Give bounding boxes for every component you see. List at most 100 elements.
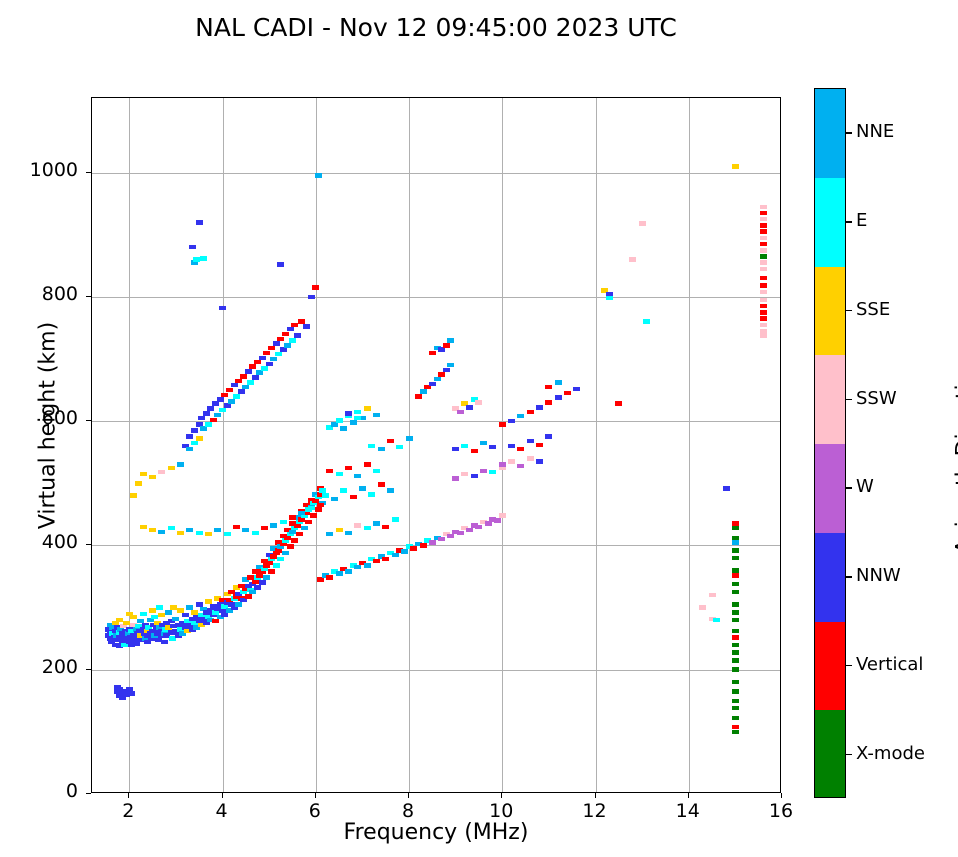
echo-point: [461, 401, 469, 406]
echo-point: [267, 345, 275, 351]
echo-point: [321, 493, 329, 498]
echo-point: [109, 625, 117, 630]
echo-point: [240, 597, 248, 603]
echo-point: [167, 618, 175, 624]
echo-point: [216, 397, 224, 402]
x-axis-tick: [594, 793, 596, 798]
y-axis-tick-label: 400: [41, 531, 78, 554]
echo-point: [136, 628, 144, 634]
x-axis-tick: [408, 793, 410, 798]
echo-point: [128, 628, 136, 634]
echo-point: [274, 351, 282, 357]
echo-point: [382, 524, 390, 530]
echo-point: [731, 540, 739, 545]
gridline-vertical: [222, 98, 224, 792]
echo-point: [184, 618, 192, 624]
echo-point: [456, 530, 464, 536]
echo-point: [759, 310, 767, 315]
echo-point: [221, 604, 229, 609]
echo-point: [270, 523, 278, 528]
echo-point: [191, 620, 199, 626]
echo-point: [163, 633, 171, 638]
colorbar-segment-e[interactable]: [815, 177, 845, 267]
echo-point: [731, 568, 739, 573]
echo-point: [316, 486, 324, 491]
echo-point: [212, 618, 220, 624]
echo-point: [214, 412, 222, 418]
colorbar-segment-sse[interactable]: [815, 266, 845, 356]
echo-point: [452, 476, 460, 481]
x-axis-tick: [781, 793, 782, 798]
echo-point: [118, 639, 126, 644]
echo-point: [302, 502, 310, 508]
echo-point: [233, 585, 241, 590]
echo-point: [249, 364, 257, 369]
echo-point: [202, 411, 210, 416]
echo-point: [251, 375, 259, 380]
colorbar[interactable]: [814, 88, 846, 798]
echo-point: [198, 622, 206, 628]
echo-point: [759, 235, 767, 241]
echo-point: [480, 440, 488, 446]
echo-point: [731, 679, 739, 685]
echo-point: [233, 594, 241, 599]
echo-point: [168, 636, 176, 641]
echo-point: [480, 468, 488, 474]
echo-point: [221, 612, 229, 618]
echo-point: [759, 333, 767, 338]
echo-point: [335, 527, 343, 533]
y-axis-tick: [86, 420, 91, 422]
echo-point: [288, 529, 296, 534]
echo-point: [759, 229, 767, 234]
echo-point: [272, 550, 280, 556]
echo-point: [731, 525, 739, 531]
echo-point: [223, 531, 231, 537]
y-axis-tick: [86, 668, 91, 670]
echo-point: [759, 204, 767, 209]
echo-point: [181, 625, 189, 630]
colorbar-segment-nne[interactable]: [815, 89, 845, 179]
echo-point: [125, 687, 133, 692]
echo-point: [731, 628, 739, 634]
echo-point: [111, 620, 119, 626]
echo-point: [167, 630, 175, 635]
colorbar-segment-nnw[interactable]: [815, 532, 845, 622]
echo-point: [261, 558, 268, 564]
echo-point: [177, 627, 185, 632]
echo-point: [195, 422, 203, 427]
echo-point: [293, 333, 301, 338]
colorbar-tick-label-w: W: [856, 476, 874, 498]
echo-point: [153, 631, 161, 636]
echo-point: [731, 724, 739, 730]
plot-area[interactable]: [91, 97, 781, 793]
echo-point: [433, 376, 441, 382]
echo-point: [226, 608, 234, 613]
echo-point: [139, 611, 147, 617]
echo-point: [145, 625, 153, 630]
x-axis-tick-label: 6: [308, 800, 321, 822]
echo-point: [335, 418, 343, 424]
echo-point: [340, 566, 348, 572]
echo-point: [184, 628, 192, 634]
echo-point: [731, 658, 739, 663]
echo-point: [117, 627, 125, 632]
echo-point: [312, 498, 320, 503]
colorbar-segment-vertical[interactable]: [815, 621, 845, 711]
echo-point: [326, 531, 334, 537]
echo-point: [545, 384, 553, 390]
colorbar-tick: [846, 309, 852, 312]
echo-point: [150, 622, 158, 628]
echo-point: [149, 628, 157, 634]
echo-point: [400, 549, 408, 554]
colorbar-segment-w[interactable]: [815, 444, 845, 534]
echo-point: [179, 620, 187, 626]
colorbar-segment-ssw[interactable]: [815, 355, 845, 445]
echo-point: [759, 248, 767, 253]
echo-point: [489, 469, 497, 475]
echo-point: [256, 370, 264, 375]
echo-point: [186, 446, 194, 452]
echo-point: [340, 488, 348, 493]
echo-point: [291, 525, 299, 531]
gridline-horizontal: [92, 669, 780, 671]
colorbar-segment-x-mode[interactable]: [815, 710, 845, 797]
